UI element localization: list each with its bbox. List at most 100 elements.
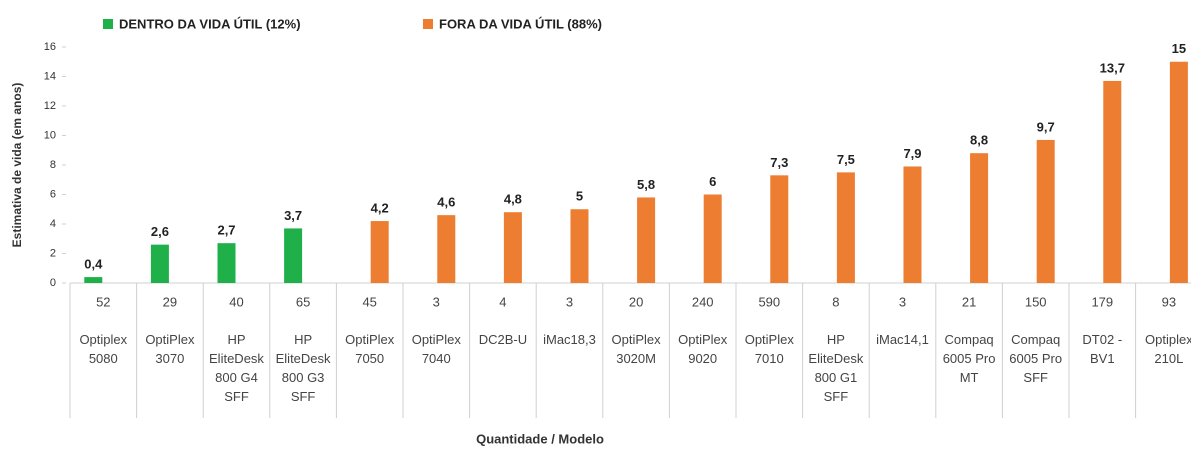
bar — [84, 277, 103, 283]
quantity-label: 20 — [629, 294, 643, 309]
quantity-label: 8 — [832, 294, 839, 309]
y-tick-label: 6 — [50, 188, 56, 200]
quantity-label: 65 — [296, 294, 310, 309]
value-label: 5 — [576, 189, 583, 204]
bar — [570, 209, 589, 283]
y-tick-label: 8 — [50, 159, 56, 171]
category-label: iMac14,1 — [876, 332, 929, 347]
quantity-label: 40 — [229, 294, 243, 309]
x-axis-label: Quantidade / Modelo — [476, 431, 604, 446]
category-label: Compaq 6005 Pro SFF — [1009, 332, 1063, 385]
quantity-label: 3 — [899, 294, 906, 309]
category-cell: Optiplex 5080 — [79, 332, 128, 366]
value-label: 3,7 — [284, 208, 302, 223]
bar — [217, 243, 236, 283]
category-label: OptiPlex 9020 — [678, 332, 728, 366]
category-label: OptiPlex 3070 — [145, 332, 195, 366]
category-label: iMac18,3 — [543, 332, 596, 347]
quantity-label: 4 — [499, 294, 506, 309]
bar — [284, 228, 303, 283]
category-cell: DT02 - BV1 — [1082, 332, 1123, 366]
bar — [770, 175, 789, 283]
bar — [1103, 80, 1122, 283]
bar — [503, 212, 522, 283]
category-label: OptiPlex 3020M — [611, 332, 661, 366]
category-cell: HP EliteDesk 800 G3 SFF — [275, 332, 331, 404]
bar — [437, 215, 456, 283]
category-label: OptiPlex 7050 — [345, 332, 395, 366]
bar — [637, 197, 656, 283]
category-label: Compaq 6005 Pro MT — [942, 332, 996, 385]
y-tick-label: 12 — [44, 100, 56, 112]
value-label: 5,8 — [637, 177, 655, 192]
value-label: 9,7 — [1037, 119, 1055, 134]
y-tick-label: 16 — [44, 41, 56, 53]
y-tick-label: 14 — [44, 70, 56, 82]
y-axis-label: Estimativa de vida (em anos) — [10, 83, 24, 248]
bar — [703, 194, 722, 283]
quantity-label: 590 — [758, 294, 780, 309]
bar — [903, 166, 922, 283]
y-tick-label: 4 — [50, 218, 56, 230]
category-label: HP EliteDesk 800 G4 SFF — [209, 332, 264, 404]
category-cell: OptiPlex 3020M — [611, 332, 661, 366]
value-label: 0,4 — [84, 257, 103, 272]
bar — [970, 153, 989, 283]
value-label: 7,9 — [903, 146, 921, 161]
y-tick-label: 0 — [50, 277, 56, 289]
value-label: 15 — [1172, 41, 1186, 56]
quantity-label: 150 — [1025, 294, 1047, 309]
category-cell: Compaq 6005 Pro MT — [942, 332, 996, 385]
bar — [1169, 61, 1188, 283]
quantity-label: 45 — [362, 294, 376, 309]
category-label: OptiPlex 7010 — [744, 332, 794, 366]
category-label: HP EliteDesk 800 G3 SFF — [275, 332, 331, 404]
legend-label: FORA DA VIDA ÚTIL (88%) — [439, 16, 602, 31]
category-cell: OptiPlex 7010 — [744, 332, 794, 366]
quantity-label: 240 — [692, 294, 714, 309]
y-tick-label: 10 — [44, 129, 56, 141]
category-label: HP EliteDesk 800 G1 SFF — [808, 332, 864, 404]
legend-label: DENTRO DA VIDA ÚTIL (12%) — [119, 16, 301, 31]
y-tick-label: 2 — [50, 247, 56, 259]
category-label: DC2B-U — [478, 332, 528, 347]
category-cell: OptiPlex 7050 — [345, 332, 395, 366]
quantity-label: 179 — [1091, 294, 1113, 309]
value-label: 6 — [709, 174, 716, 189]
category-cell: OptiPlex 7040 — [412, 332, 461, 366]
value-label: 4,8 — [504, 192, 522, 207]
value-label: 7,5 — [837, 152, 855, 167]
value-label: 7,3 — [770, 155, 788, 170]
value-label: 2,7 — [217, 223, 235, 238]
category-label: DT02 - BV1 — [1082, 332, 1123, 366]
value-label: 4,6 — [437, 195, 455, 210]
category-cell: OptiPlex 3070 — [145, 332, 195, 366]
bar — [1036, 139, 1055, 283]
quantity-label: 3 — [566, 294, 573, 309]
category-cell: iMac18,3 — [543, 332, 596, 347]
value-label: 4,2 — [371, 200, 389, 215]
category-cell: HP EliteDesk 800 G4 SFF — [209, 332, 264, 404]
bar — [836, 172, 855, 283]
value-label: 2,6 — [151, 224, 169, 239]
category-cell: OptiPlex 9020 — [678, 332, 728, 366]
quantity-label: 21 — [962, 294, 976, 309]
category-label: Optiplex 5080 — [79, 332, 128, 366]
legend-swatch — [423, 19, 433, 29]
category-cell: Compaq 6005 Pro SFF — [1009, 332, 1063, 385]
value-label: 13,7 — [1100, 60, 1125, 75]
value-label: 8,8 — [970, 133, 988, 148]
category-label: Optiplex 210L — [1145, 332, 1191, 366]
quantity-label: 3 — [433, 294, 440, 309]
category-cell: HP EliteDesk 800 G1 SFF — [808, 332, 864, 404]
category-cell: DC2B-U — [478, 332, 528, 347]
legend-swatch — [103, 19, 113, 29]
quantity-label: 93 — [1162, 294, 1176, 309]
quantity-label: 29 — [163, 294, 177, 309]
bar — [150, 244, 169, 283]
category-cell: iMac14,1 — [876, 332, 929, 347]
bar — [370, 221, 389, 283]
quantity-label: 52 — [96, 294, 110, 309]
category-cell: Optiplex 210L — [1145, 332, 1191, 366]
